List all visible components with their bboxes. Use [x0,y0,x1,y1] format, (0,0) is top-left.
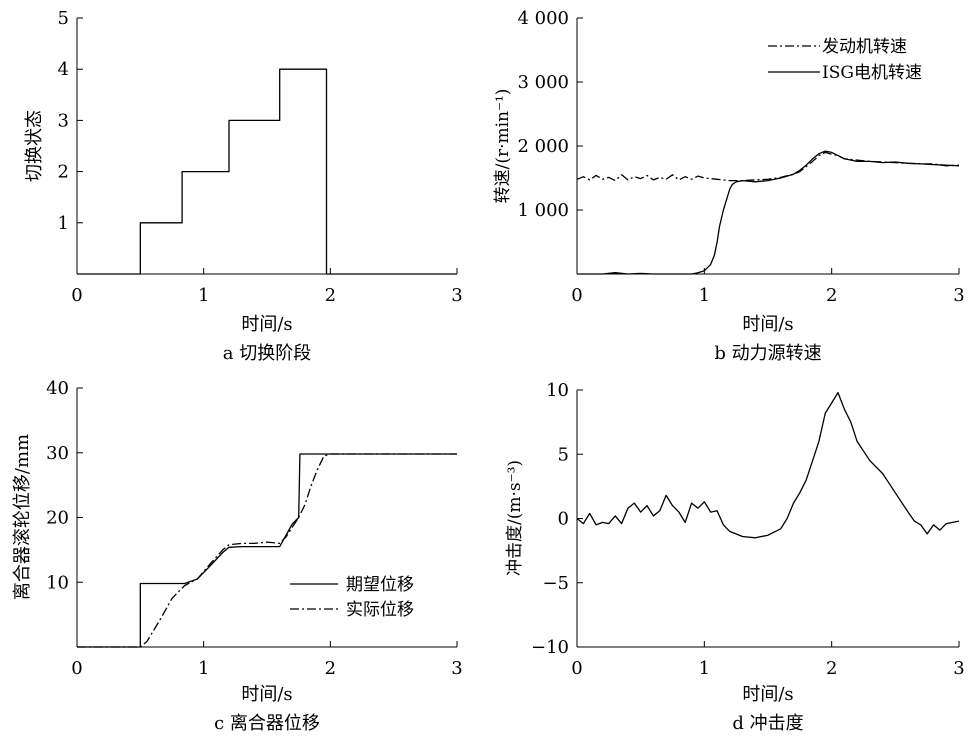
panel-b-x-tick-label: 0 [571,285,582,306]
panel-d-y-label: 冲击度/(m·s⁻³) [505,460,525,576]
panel-a-y-tick-label: 4 [58,59,69,80]
panel-a-x-tick-label: 2 [325,285,336,306]
panel-a-y-tick-label: 1 [58,213,69,234]
panel-b-x-tick-label: 3 [953,285,964,306]
panel-a-y-tick-label: 5 [58,8,69,29]
panel-b-series-line-0 [576,151,960,182]
panel-b-series-line-1 [577,150,960,275]
panel-a-x-label: 时间/s [241,314,292,335]
panel-b-legend-item-engine: 发动机转速 [768,37,907,57]
panel-b-y-ticks: 1 000 2 000 3 000 4 000 [517,8,583,221]
panel-a-caption: a 切换阶段 [223,343,311,364]
panel-c-x-tick-label: 2 [325,658,336,679]
panel-b-x-tick-label: 1 [699,285,710,306]
panel-b-x-label: 时间/s [742,314,793,335]
panel-c-y-tick-label: 10 [46,572,69,593]
panel-a-x-ticks: 0 1 2 3 [71,268,463,306]
panel-c-legend-label-actual: 实际位移 [346,600,414,620]
panel-c-legend-item-desired: 期望位移 [290,575,414,595]
panel-c-y-tick-label: 40 [46,378,69,399]
panel-a-y-ticks: 1 2 3 4 5 [58,8,83,234]
panel-c-x-tick-label: 3 [451,658,462,679]
panel-c-y-label: 离合器滚轮位移/mm [12,434,33,600]
panel-a: 0 1 2 3 1 2 3 4 5 时间/s 切换状态 a 切换阶段 [24,8,463,364]
panel-a-y-label: 切换状态 [24,110,45,182]
panel-d-series-line-0 [576,391,960,539]
panel-d-y-tick-label: 0 [558,509,569,530]
panel-c-x-tick-label: 0 [71,658,82,679]
panel-d-x-tick-label: 0 [571,658,582,679]
panel-d-y-tick-label: 5 [558,444,569,465]
panel-a-x-tick-label: 1 [198,285,209,306]
panel-d-x-tick-label: 3 [953,658,964,679]
panel-c-caption: c 离合器位移 [214,713,320,734]
panel-b-y-tick-label: 1 000 [517,200,569,221]
panel-b-y-label: 转速/(r·min⁻¹) [493,89,513,204]
panel-a-series-line-0 [77,68,457,275]
panel-d-y-tick-label: −10 [531,637,569,658]
panel-d-y-tick-label: −5 [542,573,569,594]
panel-c-legend-label-desired: 期望位移 [346,575,414,595]
panel-d-x-label: 时间/s [742,684,793,705]
panel-b-legend: 发动机转速 ISG电机转速 [768,37,922,83]
panel-c-series-line-1 [77,453,457,648]
panel-a-y-tick-label: 2 [58,162,69,183]
panel-a-y-tick-label: 3 [58,110,69,131]
panel-b-y-tick-label: 2 000 [517,136,569,157]
panel-c-legend-item-actual: 实际位移 [290,600,414,620]
panel-a-x-tick-label: 3 [451,285,462,306]
panel-c-x-label: 时间/s [241,684,292,705]
panel-b-legend-item-isg: ISG电机转速 [768,63,922,83]
panel-c-legend: 期望位移 实际位移 [290,575,414,620]
panel-d-x-tick-label: 1 [699,658,710,679]
panel-d: 0 1 2 3 −10 −5 0 5 10 时间/s 冲击度/(m·s⁻³) d 冲击度 [505,380,965,734]
panel-d-caption: d 冲击度 [732,713,803,734]
panel-b-caption: b 动力源转速 [714,343,821,364]
panel-c-x-ticks: 0 1 2 3 [71,641,463,679]
panel-d-y-tick-label: 10 [546,380,569,401]
panel-b-x-tick-label: 2 [826,285,837,306]
panel-c-y-ticks: 10 20 30 40 [46,378,83,593]
panel-c-series [77,453,457,648]
panel-b-y-tick-label: 3 000 [517,72,569,93]
panel-d-x-tick-label: 2 [826,658,837,679]
panel-b-series [576,150,960,275]
panel-a-x-tick-label: 0 [71,285,82,306]
panel-d-series [576,391,960,539]
panel-b-legend-label-engine: 发动机转速 [822,37,907,57]
panel-c-y-tick-label: 20 [46,508,69,529]
panel-c-y-tick-label: 30 [46,443,69,464]
panel-d-x-ticks: 0 1 2 3 [571,641,965,679]
panel-b-legend-label-isg: ISG电机转速 [822,63,922,83]
panel-c-x-tick-label: 1 [198,658,209,679]
panel-b-y-tick-label: 4 000 [517,8,569,29]
panel-d-y-ticks: −10 −5 0 5 10 [531,380,583,658]
panel-a-series [77,68,457,275]
panel-c-series-line-0 [77,453,457,648]
